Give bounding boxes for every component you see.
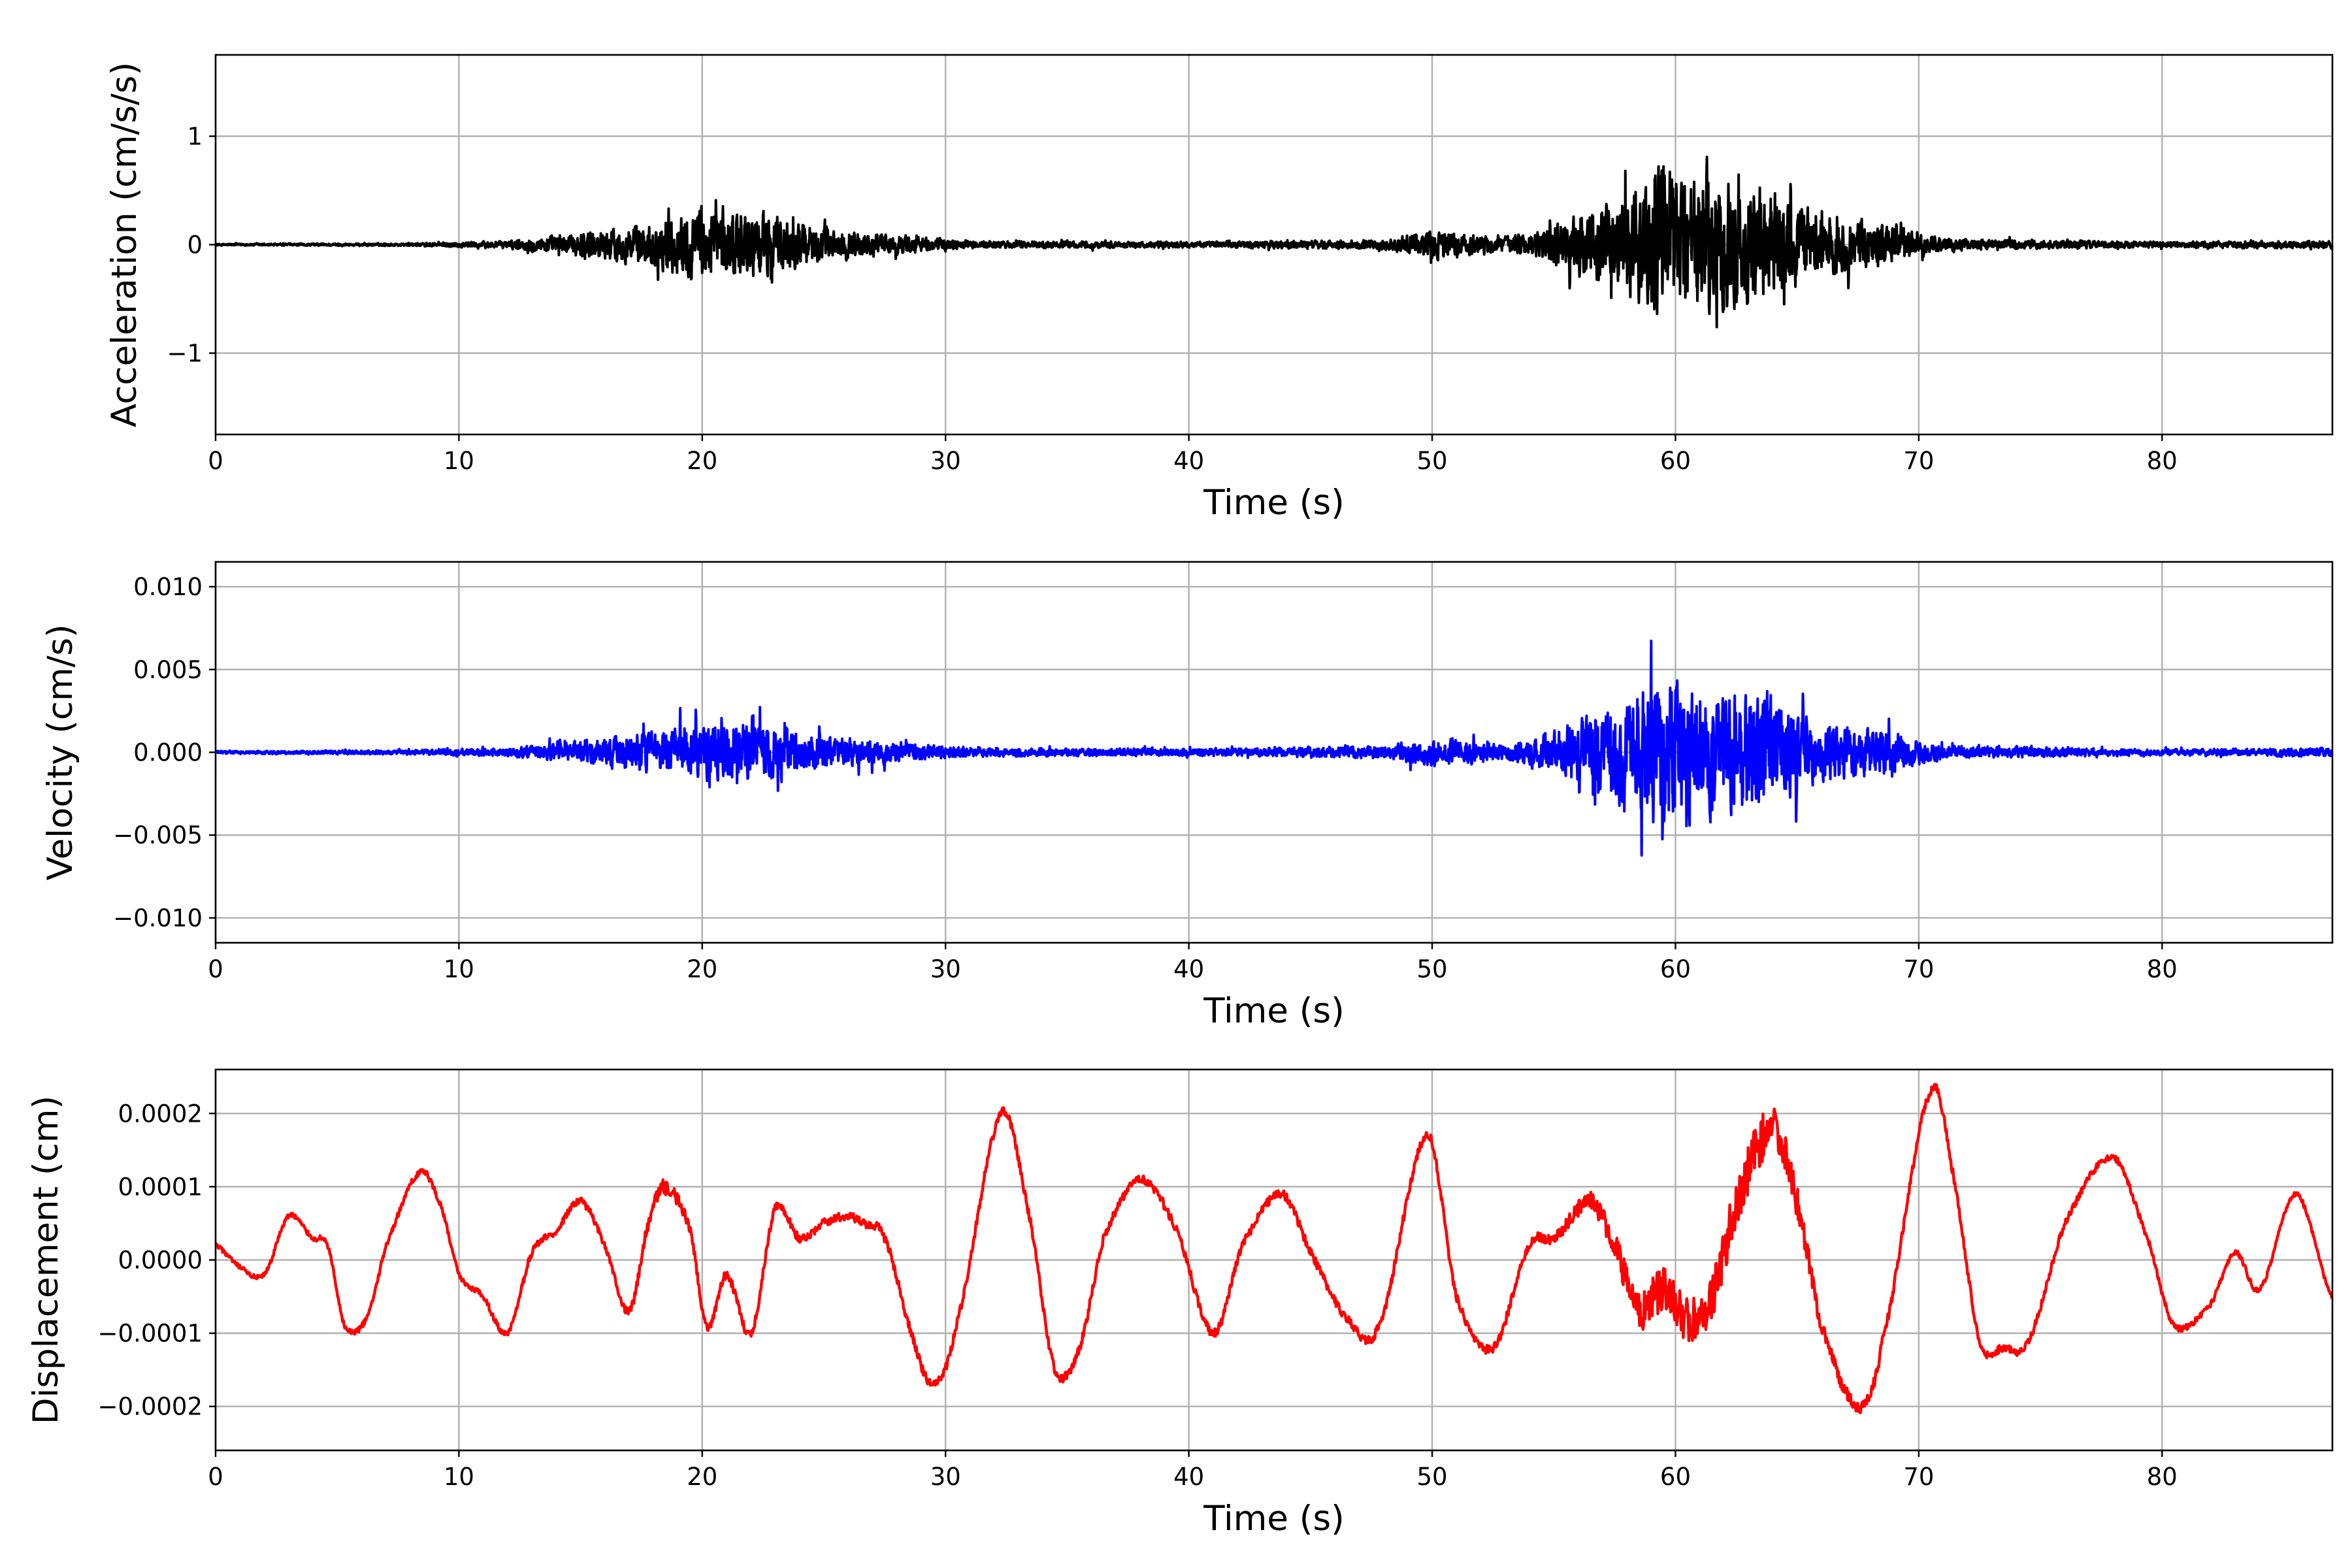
displacement-panel-ytick-label: 0.0002 — [118, 1100, 203, 1128]
velocity-panel-xtick-label: 30 — [930, 955, 961, 983]
velocity-panel-ytick-label: 0.000 — [133, 739, 203, 767]
displacement-panel-ylabel: Displacement (cm) — [26, 1096, 66, 1424]
velocity-panel-xtick-label: 10 — [444, 955, 474, 983]
acceleration-panel-ytick-label: −1 — [167, 340, 203, 368]
velocity-panel-ytick-label: 0.005 — [133, 656, 203, 684]
velocity-panel-xtick-label: 60 — [1660, 955, 1691, 983]
acceleration-panel-ytick-label: 1 — [187, 123, 203, 151]
acceleration-panel-xtick-label: 20 — [687, 447, 717, 475]
acceleration-panel-xtick-label: 80 — [2147, 447, 2178, 475]
displacement-panel-ytick-label: 0.0001 — [118, 1173, 203, 1201]
acceleration-panel-ytick-label: 0 — [187, 231, 203, 259]
velocity-panel-xtick-label: 50 — [1417, 955, 1448, 983]
velocity-panel: Velocity (cm/s) Time (s) 0 10 20 30 40 50 60 70… — [41, 561, 2334, 1031]
acceleration-panel-xtick-label: 30 — [930, 447, 961, 475]
displacement-panel-xtick-label: 50 — [1417, 1463, 1448, 1491]
acceleration-panel-xtick-label: 50 — [1417, 447, 1448, 475]
velocity-panel-xtick-label: 70 — [1903, 955, 1934, 983]
displacement-panel-xtick-label: 10 — [444, 1463, 474, 1491]
displacement-panel-xlabel: Time (s) — [1203, 1499, 1345, 1539]
displacement-panel-xtick-label: 70 — [1903, 1463, 1934, 1491]
acceleration-panel-xtick-label: 70 — [1903, 447, 1934, 475]
velocity-panel-ytick-label: 0.010 — [133, 573, 203, 601]
velocity-panel-xtick-label: 80 — [2147, 955, 2178, 983]
velocity-panel-ytick-label: −0.010 — [113, 904, 203, 932]
displacement-panel-xtick-label: 20 — [687, 1463, 717, 1491]
velocity-panel-xtick-label: 20 — [687, 955, 717, 983]
acceleration-panel-series-line — [216, 155, 2332, 329]
acceleration-panel: Acceleration (cm/s/s) Time (s) 0 10 20 30 40… — [105, 54, 2334, 523]
displacement-panel-xtick-label: 40 — [1173, 1463, 1204, 1491]
displacement-panel-xtick-label: 30 — [930, 1463, 961, 1491]
displacement-panel-xtick-label: 0 — [208, 1463, 223, 1491]
velocity-panel-xlabel: Time (s) — [1203, 991, 1345, 1031]
displacement-panel-ytick-label: 0.0000 — [118, 1247, 203, 1275]
acceleration-panel-xtick-label: 10 — [444, 447, 474, 475]
acceleration-panel-xtick-label: 40 — [1173, 447, 1204, 475]
displacement-panel-ytick-label: −0.0001 — [98, 1320, 203, 1348]
displacement-panel: Displacement (cm) Time (s) 0 10 20 30 40 50 60… — [26, 1068, 2334, 1539]
velocity-panel-xtick-label: 0 — [208, 955, 223, 983]
acceleration-panel-ylabel: Acceleration (cm/s/s) — [105, 62, 144, 427]
velocity-panel-ytick-label: −0.005 — [113, 821, 203, 849]
displacement-panel-xtick-label: 60 — [1660, 1463, 1691, 1491]
acceleration-panel-xtick-label: 60 — [1660, 447, 1691, 475]
acceleration-panel-xtick-label: 0 — [208, 447, 223, 475]
displacement-panel-xtick-label: 80 — [2147, 1463, 2178, 1491]
velocity-panel-ylabel: Velocity (cm/s) — [41, 624, 80, 880]
displacement-panel-series-line — [216, 1083, 2332, 1414]
displacement-panel-ytick-label: −0.0002 — [98, 1393, 203, 1421]
velocity-panel-series-line — [216, 640, 2332, 857]
velocity-panel-xtick-label: 40 — [1173, 955, 1204, 983]
acceleration-panel-xlabel: Time (s) — [1203, 483, 1345, 523]
